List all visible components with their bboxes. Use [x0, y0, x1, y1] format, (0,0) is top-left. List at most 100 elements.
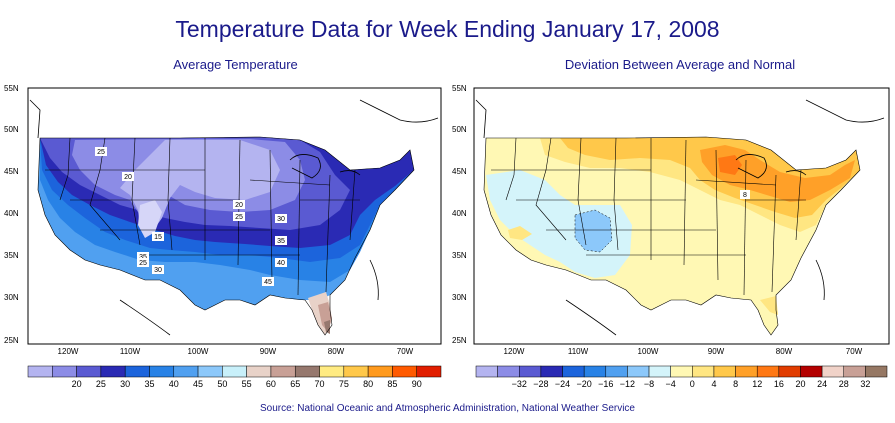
lon-label: 100W — [188, 347, 209, 356]
lat-axis-right-map: 55N 50N 45N 40N 35N 30N 25N — [452, 84, 467, 345]
legend-swatch — [843, 365, 866, 378]
lat-label: 30N — [452, 293, 467, 302]
map-right-subtitle: Deviation Between Average and Normal — [564, 57, 796, 72]
legend-swatch — [692, 365, 715, 378]
contour-label: 30 — [154, 267, 162, 274]
lat-label: 40N — [452, 209, 467, 218]
legend-swatch — [800, 365, 823, 378]
coastline — [475, 99, 885, 336]
legend-swatch — [76, 365, 102, 378]
legend-label: 20 — [72, 379, 82, 389]
legend-swatch — [497, 365, 520, 378]
legend-label: 65 — [290, 379, 300, 389]
contour-label: 8 — [743, 192, 747, 199]
legend-swatch — [605, 365, 628, 378]
map-deviation: 55N 50N 45N 40N 35N 30N 25N 120W 110W 10… — [452, 84, 890, 389]
contour-labels-left: 25 20 20 25 30 15 35 25 30 35 40 45 — [95, 147, 287, 286]
lon-label: 110W — [120, 347, 141, 356]
lat-label: 55N — [452, 84, 467, 93]
legend-label: 16 — [774, 379, 784, 389]
legend-label: 75 — [339, 379, 349, 389]
map-average-temperature: 55N 50N 45N 40N 35N 30N 25N 120W 110W 10… — [4, 84, 442, 389]
legend-label: −16 — [598, 379, 613, 389]
lon-label: 80W — [328, 347, 345, 356]
legend-swatch — [343, 365, 369, 378]
lon-label: 110W — [568, 347, 589, 356]
band-4-west — [508, 226, 532, 240]
lon-axis-left-map: 120W 110W 100W 90W 80W 70W — [58, 347, 414, 356]
contour-label: 30 — [277, 216, 285, 223]
contour-labels-right: 8 — [740, 190, 750, 199]
lat-label: 35N — [452, 251, 467, 260]
legend-swatch — [27, 365, 53, 378]
legend-swatch — [562, 365, 585, 378]
band-8-south-fl — [760, 296, 778, 315]
legend-swatch — [670, 365, 693, 378]
legend-swatch — [149, 365, 175, 378]
lon-label: 80W — [776, 347, 793, 356]
legend-label: 85 — [387, 379, 397, 389]
legend-swatch — [583, 365, 607, 378]
legend-swatch — [197, 365, 223, 378]
legend-swatch — [821, 365, 844, 378]
legend-label: 60 — [266, 379, 276, 389]
lat-label: 25N — [4, 336, 19, 345]
legend-swatch — [519, 365, 542, 378]
state-boundaries — [37, 136, 415, 336]
legend-label: 80 — [363, 379, 373, 389]
legend-swatch — [294, 365, 320, 378]
contour-label: 35 — [277, 238, 285, 245]
legend-swatch — [648, 365, 671, 378]
contour-label: 25 — [97, 149, 105, 156]
legend-label: 35 — [144, 379, 154, 389]
legend-label: 55 — [242, 379, 252, 389]
legend-swatch — [416, 365, 442, 378]
lat-label: 50N — [4, 125, 19, 134]
legend-swatch — [865, 365, 888, 378]
legend-label: 8 — [733, 379, 738, 389]
contour-label: 35 — [139, 254, 147, 261]
legend-swatch — [173, 365, 199, 378]
legend-label: 24 — [817, 379, 827, 389]
legend-label: 70 — [315, 379, 325, 389]
legend-swatch — [367, 365, 393, 378]
legend-swatch — [756, 365, 780, 378]
legend-label: 4 — [711, 379, 716, 389]
legend-label: −28 — [533, 379, 548, 389]
legend-label: −12 — [620, 379, 635, 389]
lon-label: 120W — [504, 347, 525, 356]
legend-label: −20 — [577, 379, 592, 389]
legend-label: −32 — [512, 379, 527, 389]
lat-label: 25N — [452, 336, 467, 345]
legend-swatch — [52, 365, 77, 378]
lon-label: 70W — [846, 347, 863, 356]
contour-label: 40 — [277, 260, 285, 267]
legend-label: 28 — [839, 379, 849, 389]
legend-swatch — [713, 365, 736, 378]
legend-swatch — [100, 365, 126, 378]
contour-label: 20 — [124, 174, 132, 181]
legend-label: 30 — [120, 379, 130, 389]
state-boundaries — [483, 136, 861, 336]
lat-label: 55N — [4, 84, 19, 93]
legend-swatch — [778, 365, 801, 378]
lat-label: 45N — [452, 167, 467, 176]
legend-swatch — [735, 365, 758, 378]
legend-average-temperature: 20 25 30 35 40 45 50 55 60 65 70 75 80 85 90 — [27, 365, 442, 389]
legend-label: 40 — [169, 379, 179, 389]
source-credit: Source: National Oceanic and Atmospheric… — [259, 403, 635, 414]
legend-swatch — [627, 365, 650, 378]
lat-label: 35N — [4, 251, 19, 260]
legend-label: 32 — [860, 379, 870, 389]
lat-label: 50N — [452, 125, 467, 134]
band-15 — [138, 200, 162, 238]
lat-axis-left-map: 55N 50N 45N 40N 35N 30N 25N — [4, 84, 19, 345]
contour-label: 45 — [264, 279, 272, 286]
legend-swatch — [392, 365, 417, 378]
lon-axis-right-map: 120W 110W 100W 90W 80W 70W — [504, 347, 863, 356]
legend-label: 25 — [96, 379, 106, 389]
lon-label: 100W — [638, 347, 659, 356]
legend-label: 90 — [412, 379, 422, 389]
lon-label: 120W — [58, 347, 79, 356]
